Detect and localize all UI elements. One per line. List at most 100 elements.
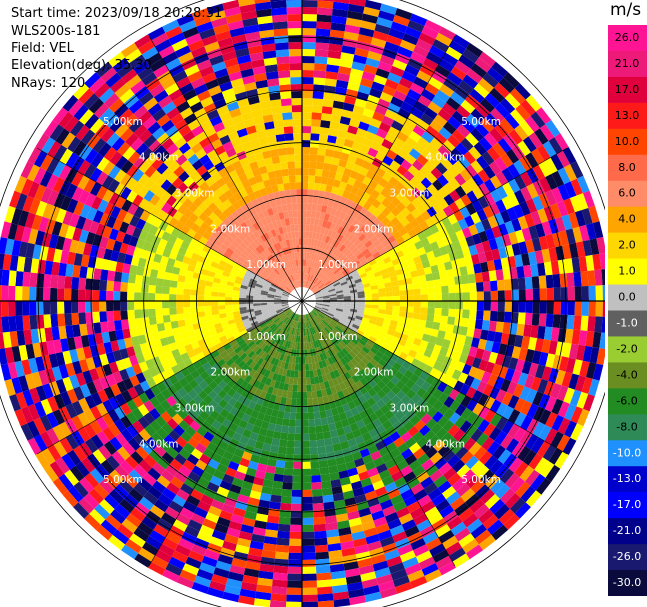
velocity-gate (460, 395, 472, 408)
velocity-gate (58, 262, 67, 277)
velocity-gate (303, 328, 306, 336)
velocity-gate (163, 321, 172, 331)
velocity-gate (20, 423, 34, 441)
velocity-gate (143, 189, 155, 202)
velocity-gate (252, 222, 260, 231)
velocity-gate (388, 324, 397, 332)
velocity-gate (438, 186, 450, 199)
velocity-gate (462, 48, 479, 64)
velocity-gate (367, 273, 376, 280)
velocity-gate (127, 291, 135, 301)
velocity-gate (314, 306, 322, 310)
velocity-gate (257, 15, 273, 25)
velocity-gate (574, 286, 582, 301)
velocity-gate (139, 249, 149, 260)
velocity-gate (92, 279, 101, 291)
velocity-gate (438, 561, 456, 576)
velocity-gate (488, 238, 499, 251)
velocity-gate (336, 302, 344, 306)
velocity-gate (315, 383, 321, 391)
velocity-gate (391, 207, 401, 217)
velocity-gate (364, 353, 373, 362)
velocity-gate (360, 275, 369, 282)
velocity-gate (391, 280, 399, 287)
velocity-gate (34, 184, 47, 201)
velocity-gate (199, 137, 211, 149)
velocity-gate (184, 373, 195, 384)
velocity-gate (370, 37, 387, 48)
velocity-gate (253, 293, 261, 297)
velocity-gate (248, 280, 257, 286)
velocity-gate (322, 242, 328, 250)
velocity-gate (168, 374, 179, 385)
velocity-gate (325, 148, 334, 158)
velocity-gate (378, 296, 386, 301)
velocity-gate (41, 137, 56, 154)
velocity-gate (465, 455, 479, 470)
velocity-gate (381, 375, 391, 386)
velocity-gate (120, 402, 132, 416)
velocity-gate (214, 252, 224, 260)
velocity-gate (8, 285, 16, 301)
velocity-gate (336, 294, 344, 298)
velocity-gate (284, 376, 290, 384)
velocity-gate (289, 524, 302, 532)
velocity-gate (342, 403, 351, 413)
velocity-gate (367, 322, 376, 329)
velocity-gate (323, 279, 331, 285)
velocity-gate (251, 533, 265, 543)
velocity-gate (345, 88, 359, 99)
velocity-gate (295, 356, 300, 364)
velocity-gate (278, 226, 284, 235)
velocity-gate (318, 133, 329, 142)
velocity-gate (321, 289, 329, 294)
velocity-gate (222, 141, 234, 152)
velocity-gate (411, 276, 420, 284)
velocity-gate (314, 291, 322, 296)
velocity-gate (525, 469, 540, 486)
velocity-gate (302, 140, 311, 148)
velocity-gate (211, 61, 227, 73)
velocity-gate (134, 283, 142, 293)
velocity-gate (386, 211, 396, 222)
velocity-gate (165, 125, 179, 138)
velocity-gate (335, 79, 349, 89)
velocity-gate (110, 250, 120, 262)
velocity-gate (273, 473, 284, 482)
velocity-gate (264, 392, 272, 401)
velocity-gate (452, 267, 461, 277)
velocity-gate (214, 322, 223, 330)
velocity-gate (218, 309, 226, 315)
velocity-gate (513, 427, 527, 443)
velocity-gate (108, 409, 120, 423)
velocity-gate (450, 496, 465, 511)
velocity-gate (233, 282, 242, 288)
velocity-gate (225, 304, 233, 309)
velocity-gate (448, 388, 460, 401)
velocity-gate (331, 15, 347, 25)
velocity-gate (160, 190, 172, 203)
velocity-gate (100, 269, 109, 281)
velocity-gate (122, 328, 131, 339)
velocity-gate (514, 189, 526, 205)
velocity-gate (153, 339, 163, 349)
velocity-gate (125, 177, 138, 191)
velocity-gate (354, 345, 362, 353)
velocity-gate (391, 385, 401, 395)
velocity-gate (413, 45, 430, 58)
velocity-gate (417, 94, 432, 108)
velocity-gate (71, 430, 85, 446)
velocity-gate (379, 3, 398, 15)
velocity-gate (245, 31, 261, 41)
velocity-gate (317, 339, 322, 347)
velocity-gate (334, 325, 342, 332)
velocity-gate (413, 447, 426, 460)
velocity-gate (530, 111, 546, 129)
velocity-gate (400, 488, 414, 501)
velocity-gate (48, 234, 59, 249)
velocity-gate (190, 312, 199, 319)
velocity-gate (503, 72, 520, 89)
velocity-gate (232, 160, 243, 170)
velocity-gate (431, 493, 446, 507)
velocity-gate (217, 234, 226, 244)
